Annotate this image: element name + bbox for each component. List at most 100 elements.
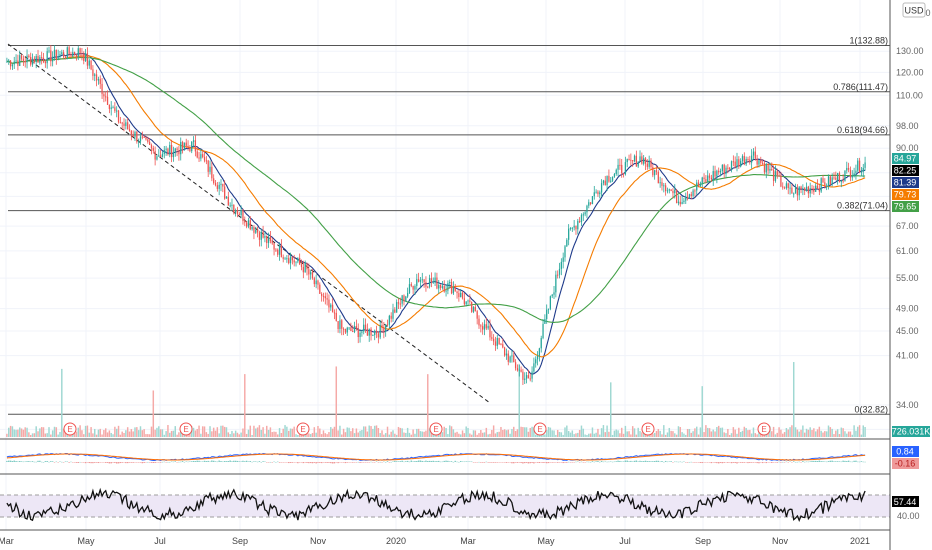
- macd-histogram-bar: [317, 462, 319, 463]
- candle-body: [491, 337, 493, 339]
- ma-mid-line: [6, 55, 866, 358]
- candle-body: [278, 245, 281, 255]
- price-badge-bg: [892, 189, 919, 200]
- macd-histogram-bar: [685, 462, 687, 463]
- volume-bar: [569, 432, 572, 437]
- volume-bar: [591, 427, 594, 437]
- macd-histogram-bar: [556, 462, 559, 463]
- macd-histogram-bar: [75, 462, 78, 463]
- candle-body: [187, 145, 189, 148]
- macd-histogram-bar: [835, 461, 837, 462]
- candle-body: [61, 52, 63, 55]
- macd-histogram-bar: [824, 461, 826, 463]
- macd-histogram-bar: [249, 461, 252, 462]
- macd-histogram-bar: [721, 462, 724, 464]
- candle-body: [824, 182, 826, 187]
- candle-body: [511, 355, 513, 357]
- volume-bar: [701, 386, 703, 437]
- candle-body: [15, 60, 17, 62]
- candle-body: [211, 166, 213, 179]
- currency-box[interactable]: [902, 2, 926, 18]
- volume-bar: [13, 429, 15, 437]
- macd-histogram-bar: [114, 462, 116, 463]
- earnings-marker-circle: [757, 422, 771, 436]
- candle-body: [811, 188, 813, 190]
- macd-histogram-bar: [31, 461, 34, 462]
- volume-bar: [827, 425, 830, 437]
- macd-pane: [6, 452, 866, 464]
- candle-body: [582, 214, 584, 216]
- candle-body: [783, 187, 786, 189]
- time-tick-label: Nov: [772, 536, 789, 546]
- volume-bar: [802, 425, 804, 437]
- macd-histogram-bar: [61, 461, 63, 463]
- volume-bar: [741, 430, 744, 437]
- volume-bar: [362, 426, 365, 437]
- price-tick-label: 55.00: [896, 273, 919, 283]
- price-badge: 79.65: [894, 202, 917, 212]
- candle-body: [851, 176, 853, 178]
- volume-bar: [573, 434, 575, 437]
- candle-body: [719, 170, 722, 173]
- candle-body: [59, 54, 61, 57]
- candle-body: [277, 249, 279, 255]
- macd-histogram-bar: [655, 460, 658, 462]
- candle-body: [494, 341, 497, 346]
- volume-bar: [112, 434, 114, 437]
- earnings-marker-circle: [641, 422, 655, 436]
- candle-body: [813, 188, 815, 192]
- macd-histogram-bar: [83, 462, 85, 463]
- volume-bar: [558, 431, 561, 437]
- volume-bar: [148, 434, 151, 437]
- volume-bar: [516, 429, 519, 437]
- candle-body: [460, 292, 462, 298]
- candle-body: [158, 155, 160, 157]
- macd-histogram-bar: [631, 461, 634, 463]
- earnings-marker-circle: [296, 422, 310, 436]
- candle-body: [772, 169, 775, 181]
- macd-histogram-bar: [547, 462, 550, 464]
- volume-bar: [33, 433, 36, 437]
- candle-body: [414, 285, 416, 290]
- price-tick-label: 130.00: [896, 46, 924, 56]
- volume-bar: [196, 429, 198, 437]
- rsi-tick-label: 40.00: [897, 511, 920, 521]
- candle-body: [297, 258, 299, 262]
- candle-body: [846, 167, 848, 171]
- currency-label[interactable]: USD: [904, 6, 924, 16]
- volume-bar: [487, 434, 489, 437]
- candle-body: [11, 64, 14, 67]
- volume-bar: [297, 434, 299, 437]
- candle-body: [785, 183, 788, 189]
- candle-body: [864, 162, 866, 168]
- macd-histogram-bar: [342, 462, 345, 463]
- volume-bar: [824, 431, 826, 437]
- candle-body: [73, 52, 76, 55]
- candle-body: [503, 347, 506, 356]
- candle-body: [454, 287, 456, 292]
- volume-bar: [337, 430, 339, 437]
- macd-histogram-bar: [103, 462, 105, 463]
- volume-bar: [586, 434, 588, 437]
- macd-histogram-bar: [514, 462, 517, 463]
- candle-body: [736, 159, 738, 168]
- price-axis[interactable]: 130.00120.00110.0098.0090.0082.0075.0067…: [896, 46, 924, 434]
- volume-bar: [256, 427, 259, 437]
- macd-histogram-bar: [214, 461, 217, 462]
- candle-body: [485, 324, 487, 329]
- macd-histogram-bar: [234, 460, 237, 462]
- macd-histogram-bar: [156, 462, 158, 463]
- macd-histogram-bar: [544, 462, 546, 463]
- macd-histogram-bar: [829, 460, 832, 462]
- macd-histogram-bar: [108, 462, 111, 464]
- volume-bar: [103, 430, 105, 437]
- macd-histogram-bar: [106, 462, 109, 463]
- macd-histogram-bar: [262, 461, 264, 462]
- time-axis[interactable]: Mar May Jul Sep Nov 2020 Mar May Jul Sep Nov 2021: [0, 536, 870, 546]
- volume-bar: [717, 425, 720, 437]
- macd-histogram-bar: [670, 461, 672, 462]
- volume-bar: [147, 434, 149, 437]
- macd-histogram-bar: [205, 461, 208, 462]
